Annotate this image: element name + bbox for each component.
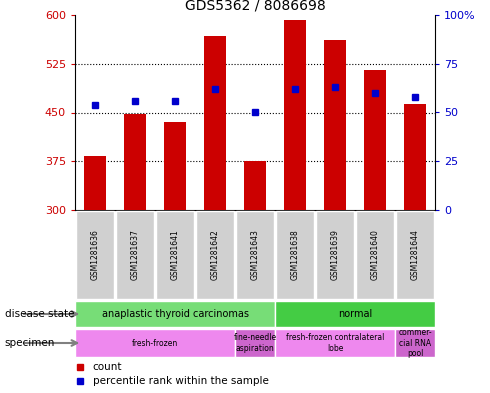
Bar [364, 70, 386, 210]
Bar [275, 329, 394, 357]
Bar [275, 301, 435, 327]
Text: GSM1281642: GSM1281642 [211, 230, 220, 280]
Bar [156, 211, 194, 299]
Bar [404, 104, 426, 210]
Text: normal: normal [338, 309, 372, 319]
Bar [164, 122, 186, 210]
Bar [324, 40, 346, 210]
Text: GSM1281638: GSM1281638 [291, 230, 299, 280]
Bar [244, 161, 266, 210]
Text: disease state: disease state [5, 309, 74, 319]
Text: GSM1281644: GSM1281644 [411, 230, 419, 281]
Text: GSM1281636: GSM1281636 [91, 230, 99, 281]
Bar [235, 329, 274, 357]
Text: anaplastic thyroid carcinomas: anaplastic thyroid carcinomas [101, 309, 248, 319]
Bar [356, 211, 394, 299]
Bar [204, 37, 226, 210]
Bar [395, 329, 435, 357]
Bar [396, 211, 434, 299]
Text: GSM1281640: GSM1281640 [370, 230, 379, 281]
Bar [236, 211, 274, 299]
Text: fresh-frozen contralateral
lobe: fresh-frozen contralateral lobe [286, 333, 384, 353]
Text: GSM1281641: GSM1281641 [171, 230, 179, 280]
Bar [276, 211, 314, 299]
Text: fresh-frozen: fresh-frozen [132, 338, 178, 347]
Text: GSM1281639: GSM1281639 [330, 230, 340, 281]
Text: percentile rank within the sample: percentile rank within the sample [93, 376, 269, 386]
Bar [316, 211, 354, 299]
Bar [75, 329, 235, 357]
Bar [76, 211, 114, 299]
Bar [284, 20, 306, 210]
Text: fine-needle
aspiration: fine-needle aspiration [233, 333, 276, 353]
Title: GDS5362 / 8086698: GDS5362 / 8086698 [185, 0, 325, 13]
Bar [196, 211, 234, 299]
Bar [124, 114, 146, 210]
Text: specimen: specimen [5, 338, 55, 348]
Bar [84, 156, 106, 210]
Text: GSM1281637: GSM1281637 [130, 230, 140, 281]
Bar [116, 211, 154, 299]
Text: commer-
cial RNA
pool: commer- cial RNA pool [398, 328, 432, 358]
Text: count: count [93, 362, 122, 372]
Bar [75, 301, 274, 327]
Text: GSM1281643: GSM1281643 [250, 230, 260, 281]
